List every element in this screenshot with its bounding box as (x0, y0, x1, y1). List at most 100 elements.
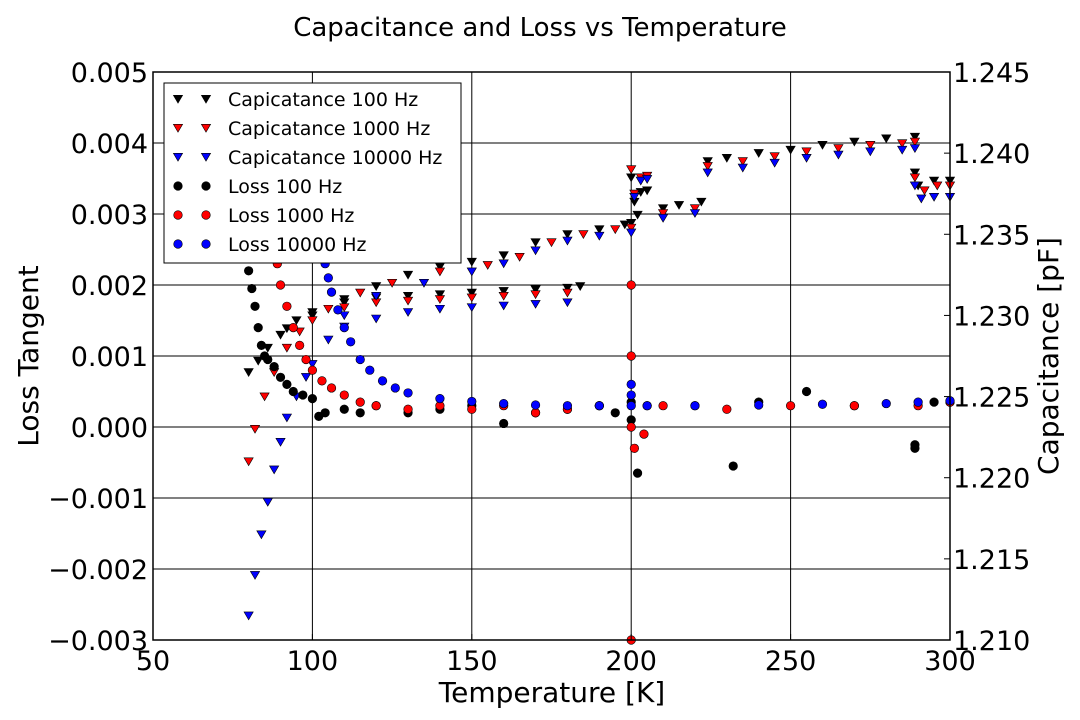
data-point (865, 141, 876, 150)
data-point (339, 303, 350, 313)
x-tick-label: 250 (765, 646, 817, 677)
y-tick-label-left: 0.005 (71, 58, 148, 89)
legend-marker (200, 95, 212, 104)
data-point (626, 218, 637, 228)
legend-marker (172, 124, 184, 133)
data-point (333, 305, 343, 315)
data-point (466, 303, 477, 313)
data-point (386, 278, 398, 288)
data-point (346, 337, 356, 347)
y-tick-label-right: 1.230 (953, 301, 1030, 332)
data-point (928, 176, 940, 186)
data-point (594, 225, 605, 235)
data-point (339, 323, 349, 333)
data-point (499, 398, 509, 409)
legend-label: Capicatance 10000 Hz (228, 147, 442, 169)
data-point (326, 287, 337, 297)
data-point (403, 404, 413, 414)
data-point (498, 287, 509, 296)
data-point (339, 295, 350, 304)
legend-label: Loss 100 Hz (228, 176, 342, 198)
data-point (689, 204, 701, 214)
y-tick-label-right: 1.240 (953, 139, 1030, 170)
data-point (530, 400, 541, 410)
data-point (530, 246, 541, 256)
data-point (626, 351, 636, 361)
data-point (281, 343, 293, 353)
data-point (253, 323, 263, 333)
data-point (929, 397, 939, 407)
data-point (259, 392, 270, 402)
data-point (689, 209, 701, 218)
data-point (371, 282, 382, 291)
data-point (269, 362, 279, 372)
data-point (642, 175, 653, 184)
data-point (849, 401, 859, 411)
data-point (635, 176, 646, 186)
series-1 (243, 132, 956, 377)
data-point (575, 282, 586, 291)
data-point (909, 173, 921, 183)
data-point (253, 356, 264, 366)
data-point (282, 379, 292, 390)
legend-marker (173, 210, 183, 220)
y-tick-label-left: 0.002 (71, 271, 148, 302)
data-point (275, 372, 286, 382)
data-point (909, 132, 921, 142)
ticks: 50 100 150 200 250 300 −0.003 −0.002 −0.001 0.000… (48, 58, 1030, 677)
data-point (498, 251, 509, 261)
data-point (801, 147, 812, 157)
y-tick-label-right: 1.225 (953, 383, 1030, 414)
data-point (801, 154, 812, 163)
data-point (909, 144, 921, 154)
data-point (317, 376, 327, 386)
data-point (897, 139, 908, 149)
data-point (626, 173, 637, 183)
data-point (657, 209, 669, 218)
data-point (467, 404, 477, 414)
x-tick-label: 200 (605, 646, 657, 677)
data-point (833, 144, 844, 154)
data-point (530, 300, 541, 309)
data-point (632, 468, 643, 478)
data-point (642, 186, 653, 196)
data-point (642, 401, 652, 411)
legend-marker (172, 153, 184, 162)
data-point (294, 327, 305, 337)
data-point (402, 308, 414, 317)
data-point (300, 373, 312, 382)
data-point (722, 404, 732, 414)
data-point (243, 457, 254, 467)
data-point (594, 231, 605, 241)
data-point (702, 157, 713, 166)
data-point (256, 530, 267, 540)
legend-marker (173, 239, 183, 249)
data-point (275, 330, 286, 340)
y-tick-label-right: 1.215 (953, 545, 1030, 576)
data-point (339, 311, 350, 321)
data-point (466, 288, 477, 298)
data-point (673, 201, 685, 210)
legend-marker (172, 95, 184, 104)
data-point (307, 360, 318, 369)
y-tick-label-left: −0.002 (48, 555, 148, 586)
y-tick-label-right: 1.235 (953, 220, 1030, 251)
data-point (626, 228, 637, 238)
data-point (498, 301, 509, 311)
data-point (514, 253, 525, 262)
data-point (323, 335, 334, 345)
data-point (418, 278, 430, 288)
legend-marker (201, 181, 211, 191)
data-point (339, 404, 349, 414)
data-point (881, 398, 891, 409)
data-point (696, 197, 707, 207)
data-point (785, 145, 796, 155)
legend-marker (201, 210, 211, 220)
data-point (753, 149, 764, 158)
legend-marker (200, 124, 212, 133)
data-point (562, 401, 573, 411)
chart-title: Capacitance and Loss vs Temperature (293, 13, 787, 43)
data-point (632, 210, 643, 220)
data-point (562, 283, 573, 293)
